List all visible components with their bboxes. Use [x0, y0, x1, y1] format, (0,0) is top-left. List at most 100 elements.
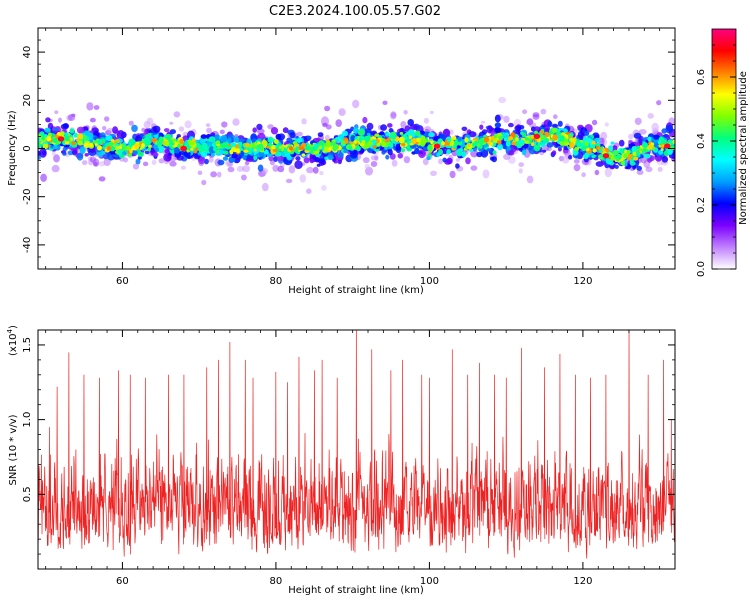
spectrogram-cell [472, 143, 476, 147]
spectrogram-cell [229, 157, 236, 163]
spectrogram-cell [257, 143, 264, 150]
spectrogram-cell [593, 138, 598, 142]
spectrogram-cell [152, 125, 161, 133]
spectrogram-cell [408, 129, 415, 136]
spectrogram-cell [623, 153, 628, 159]
spectrogram-cell [76, 153, 84, 161]
spectrogram-cell [366, 122, 374, 130]
spectrogram-cell [258, 151, 264, 157]
spectrogram-cell [261, 182, 269, 192]
spectrogram-cell [430, 170, 437, 176]
spectrogram-cell [639, 148, 643, 152]
spectrogram-cell [498, 135, 503, 141]
spectrogram-cell [584, 141, 589, 147]
spectrogram-cell [104, 116, 110, 122]
spectrogram-cell [385, 154, 390, 160]
spectrogram-cell [186, 149, 190, 153]
spectrogram-cell [294, 160, 303, 169]
spectrogram-cell [584, 131, 590, 136]
spectrogram-cell [560, 135, 565, 142]
spectrogram-cell [374, 133, 380, 137]
spectrogram-cell [231, 153, 238, 159]
spectrogram-cell [93, 161, 98, 167]
spectrogram-cell [497, 143, 503, 151]
spectrogram-cell [53, 127, 59, 131]
spectrogram-cell [296, 137, 303, 144]
x-tick-label: 80 [270, 276, 283, 287]
spectrogram-cell [602, 148, 606, 152]
spectrogram-cell [640, 154, 644, 159]
spectrogram-cell [636, 169, 644, 175]
spectrogram-cell [618, 139, 625, 147]
spectrogram-cell [236, 148, 241, 154]
spectrogram-cell [157, 145, 164, 154]
spectrogram-cell [102, 126, 107, 131]
spectrogram-cell [604, 167, 612, 178]
spectrogram-cell [97, 139, 103, 145]
spectrogram-cell [116, 130, 125, 141]
spectrogram-cell [231, 146, 236, 152]
spectrogram-cell [217, 149, 225, 156]
y-tick-label: 20 [22, 94, 33, 107]
spectrogram-cell [84, 153, 89, 157]
spectrogram-cell [306, 135, 312, 140]
spectrogram-cell [178, 126, 185, 132]
spectrogram-cell [503, 137, 508, 142]
spectrogram-cell [274, 151, 282, 157]
spectrogram-cell [353, 139, 358, 144]
spectrogram-cell [451, 136, 457, 141]
spectrogram-cell [533, 144, 541, 152]
spectrogram-cell [544, 131, 550, 138]
spectrogram-cell [515, 137, 519, 142]
spectrogram-cell [518, 162, 524, 168]
spectrogram-cell [135, 158, 141, 165]
spectrogram-cell [278, 146, 282, 149]
spectrogram-cell [569, 141, 575, 149]
spectrogram-cell [295, 156, 301, 161]
spectrogram-cell [494, 127, 502, 134]
spectrogram-cell [638, 129, 647, 135]
spectrogram-cell [261, 168, 268, 174]
spectrogram-cell [39, 148, 47, 158]
spectrogram-cell [51, 164, 60, 173]
spectrogram-cell [400, 121, 407, 128]
spectrogram-cell [134, 143, 140, 150]
spectrogram-cell [626, 150, 631, 155]
spectrogram-cell [403, 110, 408, 115]
spectrogram-cell [38, 155, 41, 160]
spectrogram-cell [274, 139, 279, 145]
spectrogram-cell [216, 171, 222, 178]
spectrogram-cell [326, 155, 334, 160]
spectrogram-cell [289, 146, 294, 151]
spectrogram-cell [386, 132, 390, 136]
spectrogram-cell [381, 141, 387, 148]
spectrogram-cell [271, 144, 276, 150]
spectrogram-peak-core [59, 137, 63, 141]
spectrogram-cell [390, 111, 397, 120]
spectrogram-cell [353, 127, 359, 134]
spectrogram-cell [540, 108, 547, 115]
spectrogram-cell [544, 138, 550, 144]
spectrogram-cell [370, 155, 378, 161]
spectrogram-cell [653, 134, 660, 140]
spectrogram-cell [128, 120, 134, 126]
spectrogram-cell [115, 145, 119, 151]
spectrogram-cell [553, 114, 558, 119]
spectrogram-cell [455, 163, 460, 169]
snr-ticks: 60 80 100 120 0.5 1.0 1.5 [22, 330, 676, 587]
spectrogram-cell [267, 142, 273, 147]
spectrogram-cell [67, 150, 74, 156]
spectrogram-cell [119, 143, 123, 146]
spectrogram-cell [423, 117, 429, 124]
spectrogram-cell [357, 129, 365, 136]
snr-x-label: Height of straight line (km) [288, 585, 424, 596]
spectrogram-cell [486, 148, 492, 152]
spectrogram-cell [505, 140, 511, 147]
spectrogram-cell [283, 149, 288, 154]
spectrogram-cell [52, 137, 58, 143]
spectrogram-cell [306, 188, 312, 194]
spectrogram-cell [101, 151, 106, 155]
spectrogram-cell [77, 140, 83, 146]
spectrogram-cell [41, 135, 46, 141]
